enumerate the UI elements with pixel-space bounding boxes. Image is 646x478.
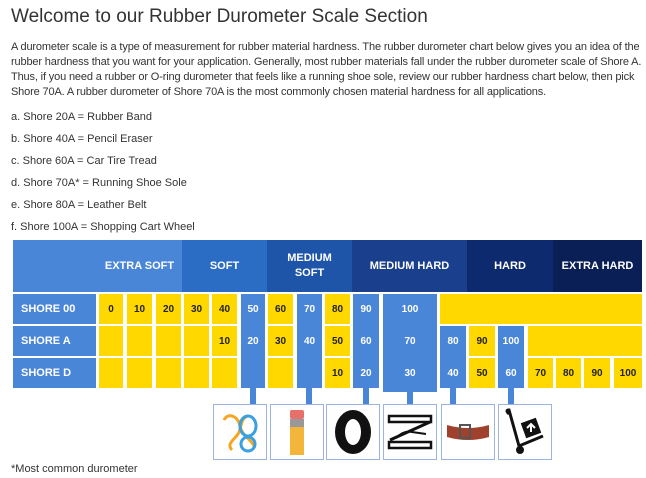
cell-value: 90 (353, 294, 379, 324)
cell-value: 50 (469, 358, 495, 388)
cell-value: 40 (440, 358, 466, 388)
cell-value: 20 (353, 358, 379, 388)
cell-value: 60 (268, 294, 293, 324)
cell-empty (212, 358, 237, 388)
cell-value: 30 (383, 358, 437, 388)
list-item: d. Shore 70A* = Running Shoe Sole (11, 177, 187, 189)
cell-value: 100 (498, 326, 524, 356)
header-extra-hard: EXTRA HARD (553, 240, 642, 292)
connector-line (450, 388, 456, 404)
header-hard: HARD (467, 240, 553, 292)
cell-value: 60 (498, 358, 524, 388)
cell-value: 70 (528, 358, 553, 388)
connector-line (407, 388, 413, 404)
cell-value: 10 (212, 326, 237, 356)
cell-value: 50 (241, 294, 265, 324)
cell-value: 50 (325, 326, 350, 356)
connector-line (363, 388, 369, 404)
cell-value: 100 (383, 294, 437, 324)
list-item: a. Shore 20A = Rubber Band (11, 111, 152, 123)
page-title: Welcome to our Rubber Durometer Scale Se… (11, 6, 428, 27)
cell-value: 30 (184, 294, 209, 324)
cell-value: 80 (556, 358, 581, 388)
connector-line (508, 388, 514, 404)
list-item: f. Shore 100A = Shopping Cart Wheel (11, 221, 195, 233)
cell-value: 10 (325, 358, 350, 388)
cell-empty (127, 326, 152, 356)
connector-line (250, 388, 256, 404)
header-medium-hard: MEDIUM HARD (352, 240, 467, 292)
cell-empty (156, 358, 181, 388)
pencil-eraser-icon (270, 404, 324, 460)
cell-value: 20 (241, 326, 265, 356)
cell-value: 100 (614, 358, 642, 388)
cell-value: 40 (297, 326, 322, 356)
list-item: b. Shore 40A = Pencil Eraser (11, 133, 153, 145)
header-medium-soft: MEDIUM SOFT (267, 240, 352, 292)
cell-empty (99, 358, 123, 388)
footnote: *Most common durometer (11, 463, 138, 475)
cell-value: 60 (353, 326, 379, 356)
cell-value: 30 (268, 326, 293, 356)
header-soft: SOFT (182, 240, 267, 292)
text-section: A durometer scale is a type of measureme… (11, 40, 645, 238)
cell-value: 10 (127, 294, 152, 324)
cell-empty (440, 294, 642, 324)
cell-empty (99, 326, 123, 356)
header-extra-soft: EXTRA SOFT (13, 240, 182, 292)
cell-value: 80 (325, 294, 350, 324)
row-label-shore-a: SHORE A (13, 326, 96, 356)
cell-empty (268, 358, 293, 388)
cell-value: 20 (156, 294, 181, 324)
running-shoe-icon (383, 404, 437, 460)
row-label-shore-d: SHORE D (13, 358, 96, 388)
cell-value: 70 (297, 294, 322, 324)
intro-paragraph: A durometer scale is a type of measureme… (11, 41, 642, 98)
connector-line (383, 388, 437, 392)
cell-value: 0 (99, 294, 123, 324)
cell-empty (528, 326, 642, 356)
car-tire-icon (326, 404, 380, 460)
cell-empty (184, 358, 209, 388)
row-label-shore-00: SHORE 00 (13, 294, 96, 324)
shopping-cart-wheel-icon (498, 404, 552, 460)
leather-belt-icon (441, 404, 495, 460)
connector-line (306, 388, 312, 404)
list-item: e. Shore 80A = Leather Belt (11, 199, 147, 211)
list-item: c. Shore 60A = Car Tire Tread (11, 155, 157, 167)
cell-value: 40 (212, 294, 237, 324)
cell-empty (127, 358, 152, 388)
cell-empty (156, 326, 181, 356)
cell-value: 80 (440, 326, 466, 356)
cell-empty (184, 326, 209, 356)
cell-value: 90 (584, 358, 610, 388)
cell-value: 70 (383, 326, 437, 356)
cell-value: 90 (469, 326, 495, 356)
rubber-band-icon (213, 404, 267, 460)
